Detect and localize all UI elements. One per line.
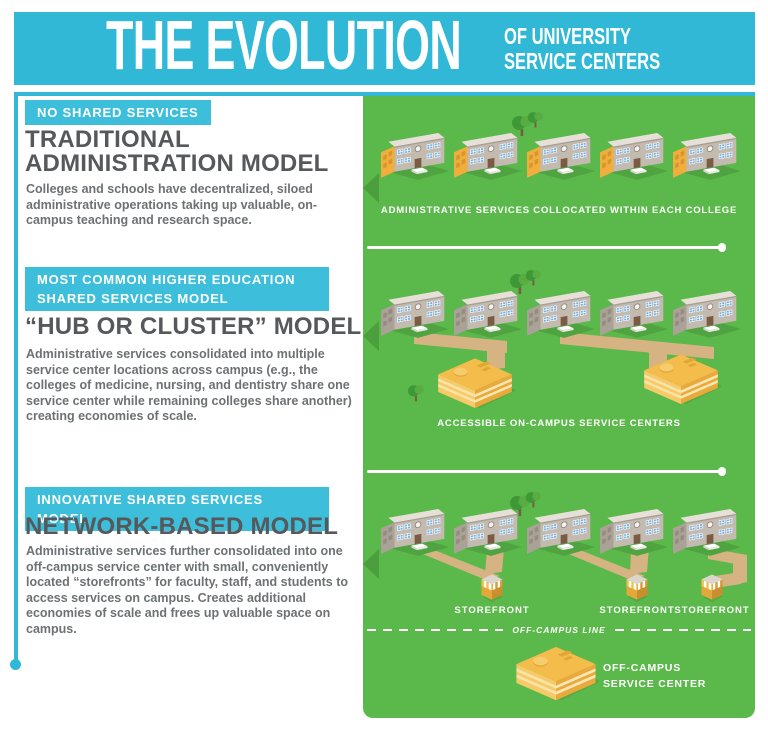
body-network-based-model: Administrative services further consolid… bbox=[26, 544, 349, 636]
page-subtitle-line1: OF UNIVERSITY bbox=[504, 23, 631, 49]
dashed-line bbox=[614, 628, 752, 632]
top-accent-line bbox=[14, 92, 755, 96]
path-connector bbox=[413, 548, 500, 580]
college-building-icon bbox=[600, 133, 668, 180]
college-building-icon bbox=[381, 291, 449, 338]
badge-innovative-model: INNOVATIVE SHARED SERVICES MODEL bbox=[25, 487, 329, 531]
storefront-kiosk-icon bbox=[701, 574, 723, 603]
storefront-kiosk-icon bbox=[481, 574, 503, 603]
college-building-icon bbox=[381, 509, 449, 556]
college-building-icon bbox=[600, 509, 668, 556]
college-building-icon bbox=[454, 509, 522, 556]
illustration-panel: ADMINISTRATIVE SERVICES COLLOCATED WITHI… bbox=[363, 96, 755, 718]
college-building-icon bbox=[673, 291, 741, 338]
campus-illustration bbox=[363, 112, 747, 701]
divider-line bbox=[367, 467, 726, 475]
off-campus-line: OFF-CAMPUS LINE bbox=[367, 625, 752, 635]
divider-line bbox=[367, 243, 726, 251]
title-traditional-model: TRADITIONAL ADMINISTRATION MODEL bbox=[25, 126, 329, 177]
body-hub-cluster-model: Administrative services consolidated int… bbox=[26, 347, 352, 423]
notch-arrow-icon bbox=[363, 173, 379, 203]
accent-line-end-dot bbox=[10, 659, 21, 670]
caption-on-campus-centers: ACCESSIBLE ON-CAMPUS SERVICE CENTERS bbox=[437, 418, 681, 429]
left-accent-line bbox=[14, 92, 18, 662]
off-campus-center-label-line1: OFF-CAMPUS bbox=[603, 662, 681, 674]
college-building-icon bbox=[527, 291, 595, 338]
storefront-label: STOREFRONT bbox=[454, 605, 530, 616]
off-campus-line-label: OFF-CAMPUS LINE bbox=[512, 625, 606, 635]
service-center-icon bbox=[516, 646, 599, 701]
college-building-icon bbox=[673, 133, 741, 180]
dashed-line bbox=[367, 628, 504, 632]
path-connector bbox=[560, 332, 714, 359]
path-connector bbox=[487, 344, 505, 370]
storefront-kiosk-icon bbox=[626, 574, 648, 603]
page-subtitle: OF UNIVERSITY SERVICE CENTERS bbox=[504, 24, 660, 74]
college-building-icon bbox=[527, 133, 595, 180]
college-building-icon bbox=[454, 133, 522, 180]
college-building-icon bbox=[673, 509, 741, 556]
path-connector bbox=[414, 332, 507, 353]
path-connector bbox=[559, 548, 645, 580]
caption-collocated-services: ADMINISTRATIVE SERVICES COLLOCATED WITHI… bbox=[380, 205, 738, 216]
storefront-label: STOREFRONT bbox=[599, 605, 675, 616]
badge-most-common-model: MOST COMMON HIGHER EDUCATION SHARED SERV… bbox=[25, 267, 329, 311]
body-traditional-model: Colleges and schools have decentralized,… bbox=[26, 182, 318, 227]
notch-arrow-icon bbox=[363, 549, 379, 579]
college-building-icon bbox=[527, 509, 595, 556]
tree-icon bbox=[407, 385, 424, 402]
page-title: THE EVOLUTION bbox=[106, 6, 462, 84]
storefront-label: STOREFRONT bbox=[674, 605, 750, 616]
college-building-icon bbox=[381, 133, 449, 180]
title-network-based-model: NETWORK-BASED MODEL bbox=[25, 513, 339, 540]
college-building-icon bbox=[454, 291, 522, 338]
notch-arrow-icon bbox=[363, 321, 379, 351]
off-campus-center-label: OFF-CAMPUS SERVICE CENTER bbox=[603, 660, 706, 692]
off-campus-center-label-line2: SERVICE CENTER bbox=[603, 678, 707, 690]
header-banner: THE EVOLUTION OF UNIVERSITY SERVICE CENT… bbox=[14, 6, 755, 85]
badge-no-shared-services: NO SHARED SERVICES bbox=[25, 100, 211, 125]
page-subtitle-line2: SERVICE CENTERS bbox=[504, 48, 661, 74]
title-hub-cluster-model: “HUB OR CLUSTER” MODEL bbox=[25, 313, 362, 340]
college-building-icon bbox=[600, 291, 668, 338]
